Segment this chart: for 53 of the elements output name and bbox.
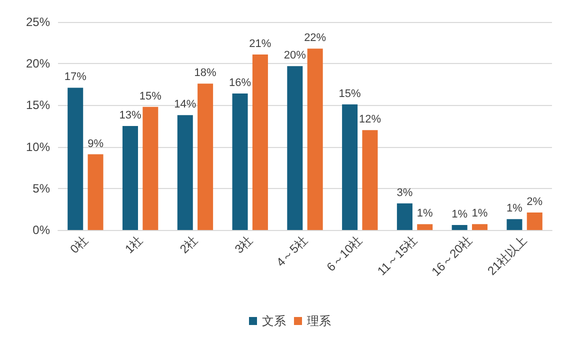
y-tick-label: 5% bbox=[32, 181, 50, 196]
bar bbox=[362, 130, 378, 230]
data-label: 22% bbox=[304, 32, 326, 44]
bar bbox=[452, 225, 468, 230]
data-label: 2% bbox=[526, 196, 543, 208]
data-label: 15% bbox=[139, 90, 162, 102]
x-tick-label: 3社 bbox=[232, 233, 256, 256]
x-tick-label: 2社 bbox=[177, 233, 200, 256]
data-label: 1% bbox=[452, 208, 468, 221]
x-tick-label: 0社 bbox=[67, 233, 90, 256]
y-tick-label: 10% bbox=[26, 140, 50, 154]
bar bbox=[417, 224, 433, 230]
y-tick-label: 0% bbox=[32, 223, 50, 237]
data-label: 1% bbox=[506, 202, 523, 215]
bar bbox=[506, 219, 522, 230]
data-label: 14% bbox=[174, 98, 196, 111]
bar bbox=[177, 115, 193, 230]
data-label: 12% bbox=[358, 114, 382, 126]
bar bbox=[252, 54, 268, 230]
x-tick-label: 16～20社 bbox=[428, 233, 475, 279]
x-tick-label: 21社以上 bbox=[484, 233, 530, 278]
data-label: 1% bbox=[416, 208, 434, 220]
bar bbox=[472, 224, 488, 230]
bar bbox=[232, 94, 248, 230]
y-tick-label: 25% bbox=[26, 15, 50, 29]
data-label: 15% bbox=[338, 88, 362, 100]
bar bbox=[526, 212, 542, 230]
data-label: 17% bbox=[64, 71, 87, 84]
legend-label: 理系 bbox=[307, 314, 331, 328]
bar bbox=[287, 66, 303, 230]
data-label: 1% bbox=[472, 208, 488, 220]
x-tick-label: 6～10社 bbox=[324, 233, 365, 274]
y-tick-label: 15% bbox=[26, 98, 50, 112]
data-label: 18% bbox=[194, 67, 217, 80]
x-tick-label: 11～15社 bbox=[374, 233, 420, 278]
bar bbox=[142, 106, 158, 230]
data-label: 3% bbox=[396, 186, 413, 199]
bar bbox=[198, 84, 214, 230]
data-label: 20% bbox=[284, 50, 306, 62]
bar bbox=[122, 126, 138, 230]
bar bbox=[396, 203, 412, 230]
y-tick-label: 20% bbox=[26, 56, 50, 71]
bar bbox=[88, 154, 104, 230]
data-label: 9% bbox=[88, 138, 104, 150]
bar bbox=[68, 88, 84, 230]
bar bbox=[342, 104, 358, 230]
legend-label: 文系 bbox=[262, 314, 286, 328]
data-label: 21% bbox=[249, 38, 272, 50]
x-tick-label: 4～5社 bbox=[274, 233, 310, 270]
data-label: 16% bbox=[229, 77, 252, 90]
data-label: 13% bbox=[119, 110, 142, 122]
bar bbox=[307, 48, 323, 230]
x-tick-label: 1社 bbox=[122, 233, 146, 256]
